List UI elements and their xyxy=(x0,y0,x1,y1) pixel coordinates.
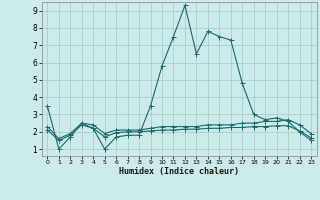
X-axis label: Humidex (Indice chaleur): Humidex (Indice chaleur) xyxy=(119,167,239,176)
